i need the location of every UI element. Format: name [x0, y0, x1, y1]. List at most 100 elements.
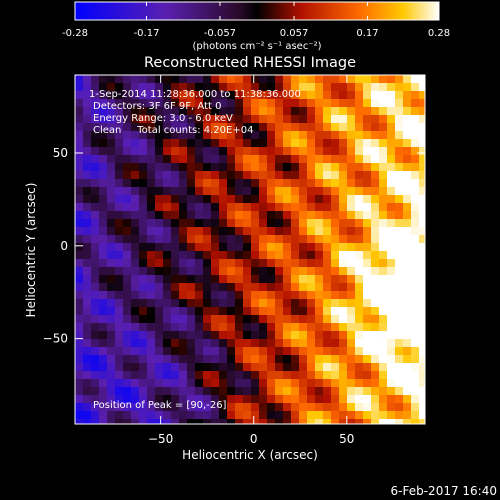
heatmap-cell	[387, 203, 395, 211]
heatmap-cell	[123, 291, 131, 299]
heatmap-cell	[115, 147, 123, 155]
heatmap-cell	[203, 91, 211, 99]
heatmap-cell	[323, 291, 331, 299]
heatmap-cell	[83, 195, 91, 203]
heatmap-cell	[123, 107, 131, 115]
heatmap-cell	[227, 275, 235, 283]
heatmap-cell	[203, 347, 211, 355]
heatmap-cell	[227, 99, 235, 107]
heatmap-cell	[131, 147, 139, 155]
heatmap-cell	[99, 275, 107, 283]
y-tick-label: 0	[60, 239, 68, 253]
heatmap-cell	[291, 155, 299, 163]
heatmap-cell	[283, 331, 291, 339]
heatmap-cell	[331, 75, 339, 83]
heatmap-cell	[419, 403, 425, 411]
heatmap-cell	[91, 307, 99, 315]
heatmap-cell	[299, 227, 307, 235]
heatmap-cell	[91, 195, 99, 203]
heatmap-cell	[243, 107, 251, 115]
heatmap-cell	[371, 267, 379, 275]
heatmap-cell	[275, 171, 283, 179]
heatmap-cell	[155, 131, 163, 139]
heatmap-cell	[267, 291, 275, 299]
heatmap-cell	[387, 163, 395, 171]
heatmap-cell	[147, 155, 155, 163]
heatmap-cell	[83, 107, 91, 115]
heatmap-cell	[107, 115, 115, 123]
heatmap-cell	[131, 339, 139, 347]
heatmap-cell	[131, 219, 139, 227]
heatmap-cell	[155, 347, 163, 355]
heatmap-cell	[403, 235, 411, 243]
heatmap-cell	[419, 195, 425, 203]
heatmap-cell	[99, 171, 107, 179]
heatmap-cell	[267, 147, 275, 155]
heatmap-cell	[227, 299, 235, 307]
heatmap-cell	[155, 403, 163, 411]
heatmap-cell	[275, 147, 283, 155]
heatmap-cell	[235, 275, 243, 283]
heatmap-cell	[355, 91, 363, 99]
heatmap-cell	[299, 115, 307, 123]
heatmap-cell	[315, 283, 323, 291]
heatmap-cell	[107, 347, 115, 355]
heatmap-cell	[283, 275, 291, 283]
heatmap-cell	[387, 99, 395, 107]
heatmap-cell	[115, 291, 123, 299]
heatmap-cell	[243, 203, 251, 211]
heatmap-cell	[403, 115, 411, 123]
heatmap-cell	[363, 339, 371, 347]
heatmap-cell	[307, 131, 315, 139]
heatmap-cell	[131, 107, 139, 115]
heatmap-cell	[203, 75, 211, 83]
heatmap-cell	[347, 299, 355, 307]
heatmap-cell	[195, 403, 203, 411]
heatmap-cell	[179, 403, 187, 411]
heatmap-cell	[339, 419, 347, 424]
heatmap-cell	[235, 395, 243, 403]
heatmap-cell	[91, 331, 99, 339]
heatmap-cell	[171, 115, 179, 123]
heatmap-cell	[411, 99, 419, 107]
heatmap-cell	[147, 315, 155, 323]
heatmap-cell	[275, 323, 283, 331]
colorbar-unit-label: (photons cm⁻² s⁻¹ asec⁻²)	[192, 41, 321, 52]
heatmap-cell	[371, 371, 379, 379]
heatmap-cell	[227, 283, 235, 291]
heatmap-cell	[251, 315, 259, 323]
heatmap-cell	[203, 195, 211, 203]
heatmap-cell	[299, 379, 307, 387]
heatmap-cell	[107, 147, 115, 155]
heatmap-cell	[387, 251, 395, 259]
heatmap-cell	[371, 91, 379, 99]
heatmap-cell	[259, 227, 267, 235]
heatmap-cell	[323, 331, 331, 339]
heatmap-cell	[235, 219, 243, 227]
heatmap-cell	[219, 163, 227, 171]
heatmap-cell	[403, 307, 411, 315]
heatmap-cell	[179, 155, 187, 163]
heatmap-cell	[403, 291, 411, 299]
heatmap-cell	[347, 403, 355, 411]
heatmap-cell	[275, 299, 283, 307]
heatmap-cell	[275, 211, 283, 219]
heatmap-cell	[163, 179, 171, 187]
heatmap-cell	[299, 275, 307, 283]
heatmap-cell	[387, 211, 395, 219]
heatmap-cell	[291, 227, 299, 235]
heatmap-cell	[219, 251, 227, 259]
heatmap-cell	[171, 363, 179, 371]
heatmap-cell	[395, 371, 403, 379]
heatmap-cell	[251, 323, 259, 331]
heatmap-cell	[219, 331, 227, 339]
heatmap-cell	[131, 227, 139, 235]
heatmap-cell	[387, 307, 395, 315]
heatmap-cell	[187, 395, 195, 403]
heatmap-cell	[123, 371, 131, 379]
heatmap-cell	[91, 339, 99, 347]
heatmap-cell	[179, 419, 187, 424]
heatmap-cell	[235, 363, 243, 371]
heatmap-cell	[155, 339, 163, 347]
heatmap-cell	[195, 315, 203, 323]
